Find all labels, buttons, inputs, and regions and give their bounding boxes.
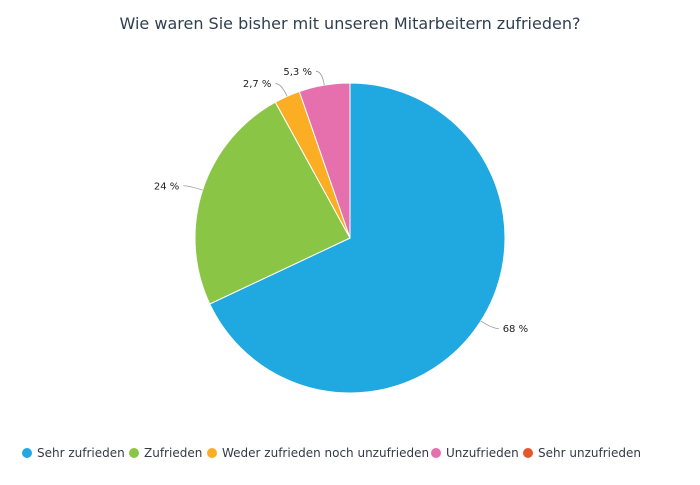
legend-item-sehr-zufrieden[interactable]: Sehr zufrieden xyxy=(22,446,125,460)
legend-item-zufrieden[interactable]: Zufrieden xyxy=(129,446,202,460)
legend-label: Sehr unzufrieden xyxy=(538,446,641,460)
legend: Sehr zufrieden Zufrieden Weder zufrieden n… xyxy=(0,446,700,464)
data-labels: 68 % 24 % 2,7 % 5,3 % xyxy=(154,67,528,335)
connector-sehr-zufrieden xyxy=(480,320,499,329)
legend-dot-icon xyxy=(22,448,32,458)
pie-slice-zufrieden[interactable] xyxy=(194,101,351,305)
data-label-unzufrieden: 5,3 % xyxy=(283,67,312,78)
legend-item-unzufrieden[interactable]: Unzufrieden xyxy=(431,446,519,460)
legend-dot-icon xyxy=(523,448,533,458)
legend-label: Weder zufrieden noch unzufrieden xyxy=(222,446,430,460)
legend-item-weder-zufrieden-noch-unzufrieden[interactable]: Weder zufrieden noch unzufrieden xyxy=(207,446,429,460)
legend-dot-icon xyxy=(207,448,217,458)
pie-slice-unzufrieden[interactable] xyxy=(298,82,351,239)
legend-dot-icon xyxy=(431,448,441,458)
legend-label: Sehr zufrieden xyxy=(37,446,125,460)
chart-title: Wie waren Sie bisher mit unseren Mitarbe… xyxy=(119,14,581,33)
connector-zufrieden xyxy=(183,185,203,191)
legend-item-sehr-unzufrieden[interactable]: Sehr unzufrieden xyxy=(523,446,641,460)
data-label-zufrieden: 24 % xyxy=(154,181,179,192)
data-label-sehr-zufrieden: 68 % xyxy=(503,324,528,335)
legend-label: Unzufrieden xyxy=(446,446,519,460)
pie-chart: 68 % 24 % 2,7 % 5,3 % xyxy=(154,67,528,394)
label-connectors xyxy=(183,70,499,329)
legend-dot-icon xyxy=(129,448,139,458)
legend-label: Zufrieden xyxy=(144,446,203,460)
data-label-weder-zufrieden-noch-unzufrieden: 2,7 % xyxy=(243,79,272,90)
connector-unzufrieden xyxy=(315,70,325,86)
pie-slices xyxy=(194,82,506,394)
connector-weder-zufrieden-noch-unzufrieden xyxy=(275,83,288,97)
